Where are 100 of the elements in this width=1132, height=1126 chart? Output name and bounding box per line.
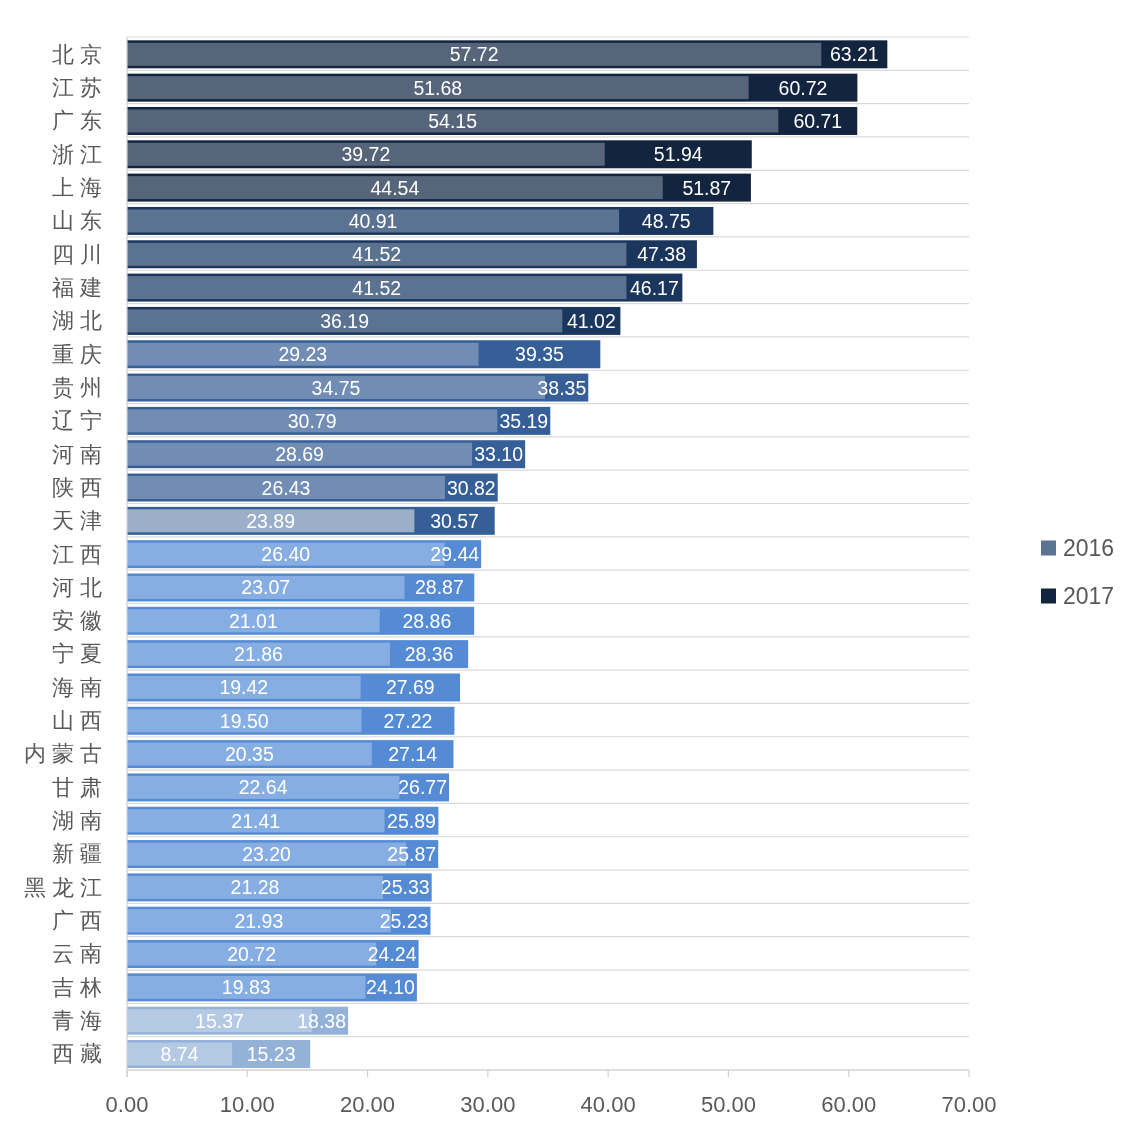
data-label: 28.86 — [402, 609, 452, 632]
y-tick-label: 广西 — [52, 908, 108, 934]
y-tick-label: 北京 — [52, 41, 108, 67]
data-label: 44.54 — [370, 176, 420, 199]
data-label: 21.01 — [228, 609, 278, 632]
data-label: 40.91 — [348, 209, 398, 232]
y-tick-label: 西藏 — [52, 1041, 108, 1067]
bar — [127, 76, 749, 100]
x-tick-label: 50.00 — [700, 1092, 756, 1117]
bar — [127, 442, 473, 466]
data-label: 28.69 — [275, 443, 324, 466]
y-tick-label: 重庆 — [52, 341, 108, 367]
y-tick-label: 上海 — [52, 174, 108, 200]
y-tick-label: 宁夏 — [52, 641, 108, 667]
data-label: 51.87 — [682, 176, 732, 199]
bar — [127, 276, 627, 300]
data-label: 25.23 — [379, 909, 429, 932]
x-tick-label: 70.00 — [941, 1092, 997, 1117]
y-tick-label: 辽宁 — [52, 408, 108, 434]
y-tick-label: 山西 — [52, 708, 108, 734]
y-tick-label: 湖北 — [52, 308, 108, 334]
data-label: 27.69 — [385, 676, 435, 699]
y-tick-label: 云南 — [52, 941, 108, 967]
data-label: 51.68 — [413, 76, 463, 99]
bar — [127, 642, 390, 666]
x-tick-label: 20.00 — [340, 1092, 396, 1117]
data-label: 26.40 — [261, 543, 311, 566]
y-tick-label: 天津 — [52, 508, 108, 534]
legend-label: 2017 — [1063, 583, 1115, 609]
data-label: 51.94 — [653, 143, 703, 166]
data-label: 29.44 — [430, 543, 480, 566]
data-label: 25.89 — [387, 809, 436, 832]
bar — [127, 675, 361, 699]
data-label: 21.86 — [234, 643, 283, 666]
data-label: 63.21 — [829, 43, 879, 66]
y-tick-label: 湖南 — [52, 808, 108, 834]
data-label: 26.77 — [398, 776, 447, 799]
x-tick-label: 40.00 — [580, 1092, 636, 1117]
y-tick-label: 吉林 — [52, 974, 108, 1000]
data-label: 21.93 — [234, 909, 284, 932]
legend-label: 2016 — [1063, 535, 1115, 561]
data-label: 23.89 — [246, 509, 296, 532]
bar — [127, 575, 405, 599]
x-tick-label: 30.00 — [460, 1092, 516, 1117]
data-label: 24.10 — [366, 976, 416, 999]
y-tick-label: 广东 — [52, 108, 108, 134]
y-tick-label: 甘肃 — [52, 774, 108, 800]
bar — [127, 875, 383, 899]
data-label: 27.14 — [388, 743, 438, 766]
data-label: 19.83 — [221, 976, 271, 999]
y-tick-label: 青海 — [52, 1008, 108, 1034]
y-tick-label: 贵州 — [52, 374, 108, 400]
data-label: 24.24 — [367, 943, 417, 966]
data-label: 25.33 — [380, 876, 430, 899]
data-label: 41.52 — [352, 276, 402, 299]
bar — [127, 775, 400, 799]
y-tick-label: 陕西 — [52, 474, 108, 500]
data-label: 20.72 — [227, 943, 277, 966]
y-tick-label: 浙江 — [52, 141, 108, 167]
data-label: 41.52 — [352, 243, 402, 266]
bar — [127, 209, 620, 233]
data-label: 29.23 — [278, 343, 328, 366]
y-tick-label: 江西 — [52, 541, 108, 567]
bar — [127, 709, 362, 733]
data-label: 15.23 — [246, 1043, 296, 1066]
bar — [127, 142, 605, 166]
data-label: 36.19 — [320, 309, 370, 332]
data-label: 23.07 — [241, 576, 291, 599]
bar — [127, 242, 627, 266]
y-tick-label: 海南 — [52, 674, 108, 700]
data-label: 60.72 — [778, 76, 828, 99]
bar — [127, 409, 498, 433]
data-label: 27.22 — [383, 709, 433, 732]
data-label: 25.87 — [387, 843, 437, 866]
data-label: 60.71 — [793, 109, 843, 132]
data-label: 35.19 — [499, 409, 549, 432]
bar — [127, 176, 663, 200]
bar — [127, 476, 445, 500]
x-tick-label: 10.00 — [219, 1092, 275, 1117]
y-tick-label: 四川 — [52, 241, 108, 267]
data-label: 15.37 — [195, 1009, 244, 1032]
data-label: 41.02 — [566, 309, 616, 332]
data-label: 30.82 — [446, 476, 496, 499]
data-label: 8.74 — [160, 1043, 199, 1066]
data-label: 19.42 — [219, 676, 269, 699]
data-label: 57.72 — [449, 43, 499, 66]
bar — [127, 609, 380, 633]
data-label: 30.57 — [430, 509, 479, 532]
y-tick-label: 福建 — [52, 274, 108, 300]
y-tick-label: 新疆 — [52, 841, 108, 867]
y-tick-label: 河南 — [52, 441, 108, 467]
x-tick-label: 0.00 — [105, 1092, 149, 1117]
y-tick-label: 河北 — [52, 574, 108, 600]
bar — [127, 975, 366, 999]
data-label: 18.38 — [297, 1009, 347, 1032]
data-label: 38.35 — [537, 376, 587, 399]
data-label: 19.50 — [219, 709, 269, 732]
bar — [127, 809, 385, 833]
data-label: 30.79 — [287, 409, 337, 432]
bar — [127, 342, 479, 366]
